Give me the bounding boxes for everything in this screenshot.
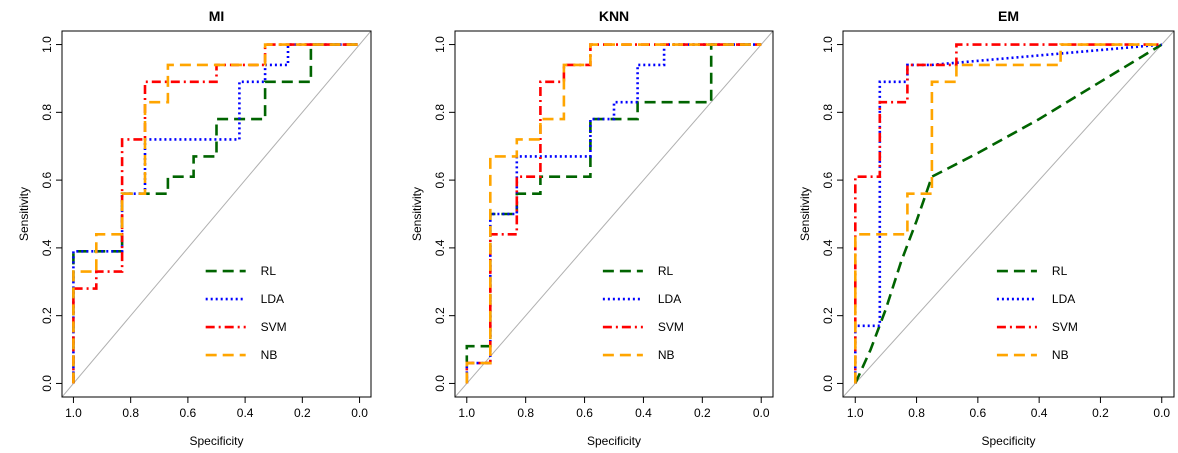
- legend-label: NB: [1052, 348, 1069, 362]
- x-axis-label: Specificity: [189, 434, 243, 448]
- series-line-lda: [465, 43, 762, 384]
- y-tick-label: 0.8: [40, 104, 54, 121]
- legend-label: SVM: [658, 320, 684, 334]
- series-line-nb: [465, 43, 762, 384]
- x-tick-label: 0.0: [351, 406, 368, 420]
- plot-frame: [454, 30, 774, 398]
- y-axis-label: Sensitivity: [798, 187, 812, 241]
- x-tick-label: 0.4: [635, 406, 652, 420]
- series-line-nb: [854, 43, 1162, 384]
- y-tick-label: 0.0: [433, 375, 447, 392]
- reference-diagonal: [62, 31, 371, 397]
- y-tick-label: 0.2: [821, 307, 835, 324]
- x-tick-label: 0.8: [517, 406, 534, 420]
- x-tick-label: 1.0: [847, 406, 864, 420]
- legend-label: NB: [658, 348, 675, 362]
- y-tick-label: 0.8: [821, 104, 835, 121]
- plot-frame: [61, 30, 372, 398]
- chart-title: KNN: [599, 8, 629, 24]
- x-tick-label: 0.2: [294, 406, 311, 420]
- x-tick-label: 1.0: [458, 406, 475, 420]
- legend: RL LDA SVM NB: [602, 264, 684, 362]
- y-tick-label: 0.2: [40, 307, 54, 324]
- series-line-svm: [854, 43, 1162, 384]
- legend-label: LDA: [658, 292, 681, 306]
- roc-panel-knn: 1.0 0.8 0.6 0.4 0.2 0.0 0.0 0.2 0.4 0.6 0.8 1.0 KNN S…: [410, 8, 774, 448]
- series-line-lda: [72, 43, 360, 384]
- y-tick-label: 0.4: [40, 239, 54, 256]
- legend-label: NB: [261, 348, 278, 362]
- y-tick-label: 1.0: [40, 36, 54, 53]
- x-tick-label: 0.8: [122, 406, 139, 420]
- x-tick-label: 1.0: [65, 406, 82, 420]
- legend-label: RL: [1052, 264, 1068, 278]
- y-tick-label: 0.6: [40, 171, 54, 188]
- y-tick-label: 1.0: [433, 36, 447, 53]
- legend-label: LDA: [1052, 292, 1075, 306]
- x-axis-label: Specificity: [587, 434, 641, 448]
- series-line-rl: [854, 43, 1163, 384]
- x-tick-label: 0.8: [908, 406, 925, 420]
- x-tick-label: 0.4: [1031, 406, 1048, 420]
- plot-frame: [842, 30, 1175, 398]
- y-tick-label: 0.6: [433, 171, 447, 188]
- x-tick-label: 0.2: [1092, 406, 1109, 420]
- y-axis-label: Sensitivity: [17, 187, 31, 241]
- x-tick-label: 0.6: [576, 406, 593, 420]
- series-line-lda: [854, 43, 1162, 384]
- legend-label: SVM: [261, 320, 287, 334]
- y-tick-label: 0.8: [433, 104, 447, 121]
- legend-label: RL: [261, 264, 277, 278]
- series-line-svm: [72, 43, 360, 384]
- y-tick-label: 0.4: [433, 239, 447, 256]
- legend: RL LDA SVM NB: [996, 264, 1078, 362]
- reference-diagonal: [455, 31, 773, 397]
- y-tick-label: 0.4: [821, 239, 835, 256]
- x-tick-label: 0.6: [180, 406, 197, 420]
- y-tick-label: 1.0: [821, 36, 835, 53]
- x-tick-label: 0.0: [1153, 406, 1170, 420]
- x-tick-label: 0.4: [237, 406, 254, 420]
- x-tick-label: 0.2: [694, 406, 711, 420]
- legend-label: RL: [658, 264, 674, 278]
- y-tick-label: 0.6: [821, 171, 835, 188]
- roc-panel-mi: 1.0 0.8 0.6 0.4 0.2 0.0 0.0 0.2 0.4 0.6 0.8 1.0 MI Sp…: [17, 8, 372, 448]
- roc-panel-em: 1.0 0.8 0.6 0.4 0.2 0.0 0.0 0.2 0.4 0.6 0.8 1.0 EM Sp…: [798, 8, 1175, 448]
- legend-label: SVM: [1052, 320, 1078, 334]
- chart-title: EM: [998, 8, 1019, 24]
- x-tick-label: 0.0: [753, 406, 770, 420]
- y-tick-label: 0.0: [821, 375, 835, 392]
- x-axis-label: Specificity: [981, 434, 1035, 448]
- legend-label: LDA: [261, 292, 284, 306]
- legend: RL LDA SVM NB: [205, 264, 287, 362]
- x-tick-label: 0.6: [970, 406, 987, 420]
- chart-title: MI: [209, 8, 225, 24]
- y-tick-label: 0.0: [40, 375, 54, 392]
- y-axis-label: Sensitivity: [410, 187, 424, 241]
- series-line-nb: [72, 43, 360, 384]
- series-line-rl: [72, 43, 360, 384]
- y-tick-label: 0.2: [433, 307, 447, 324]
- reference-diagonal: [843, 31, 1174, 397]
